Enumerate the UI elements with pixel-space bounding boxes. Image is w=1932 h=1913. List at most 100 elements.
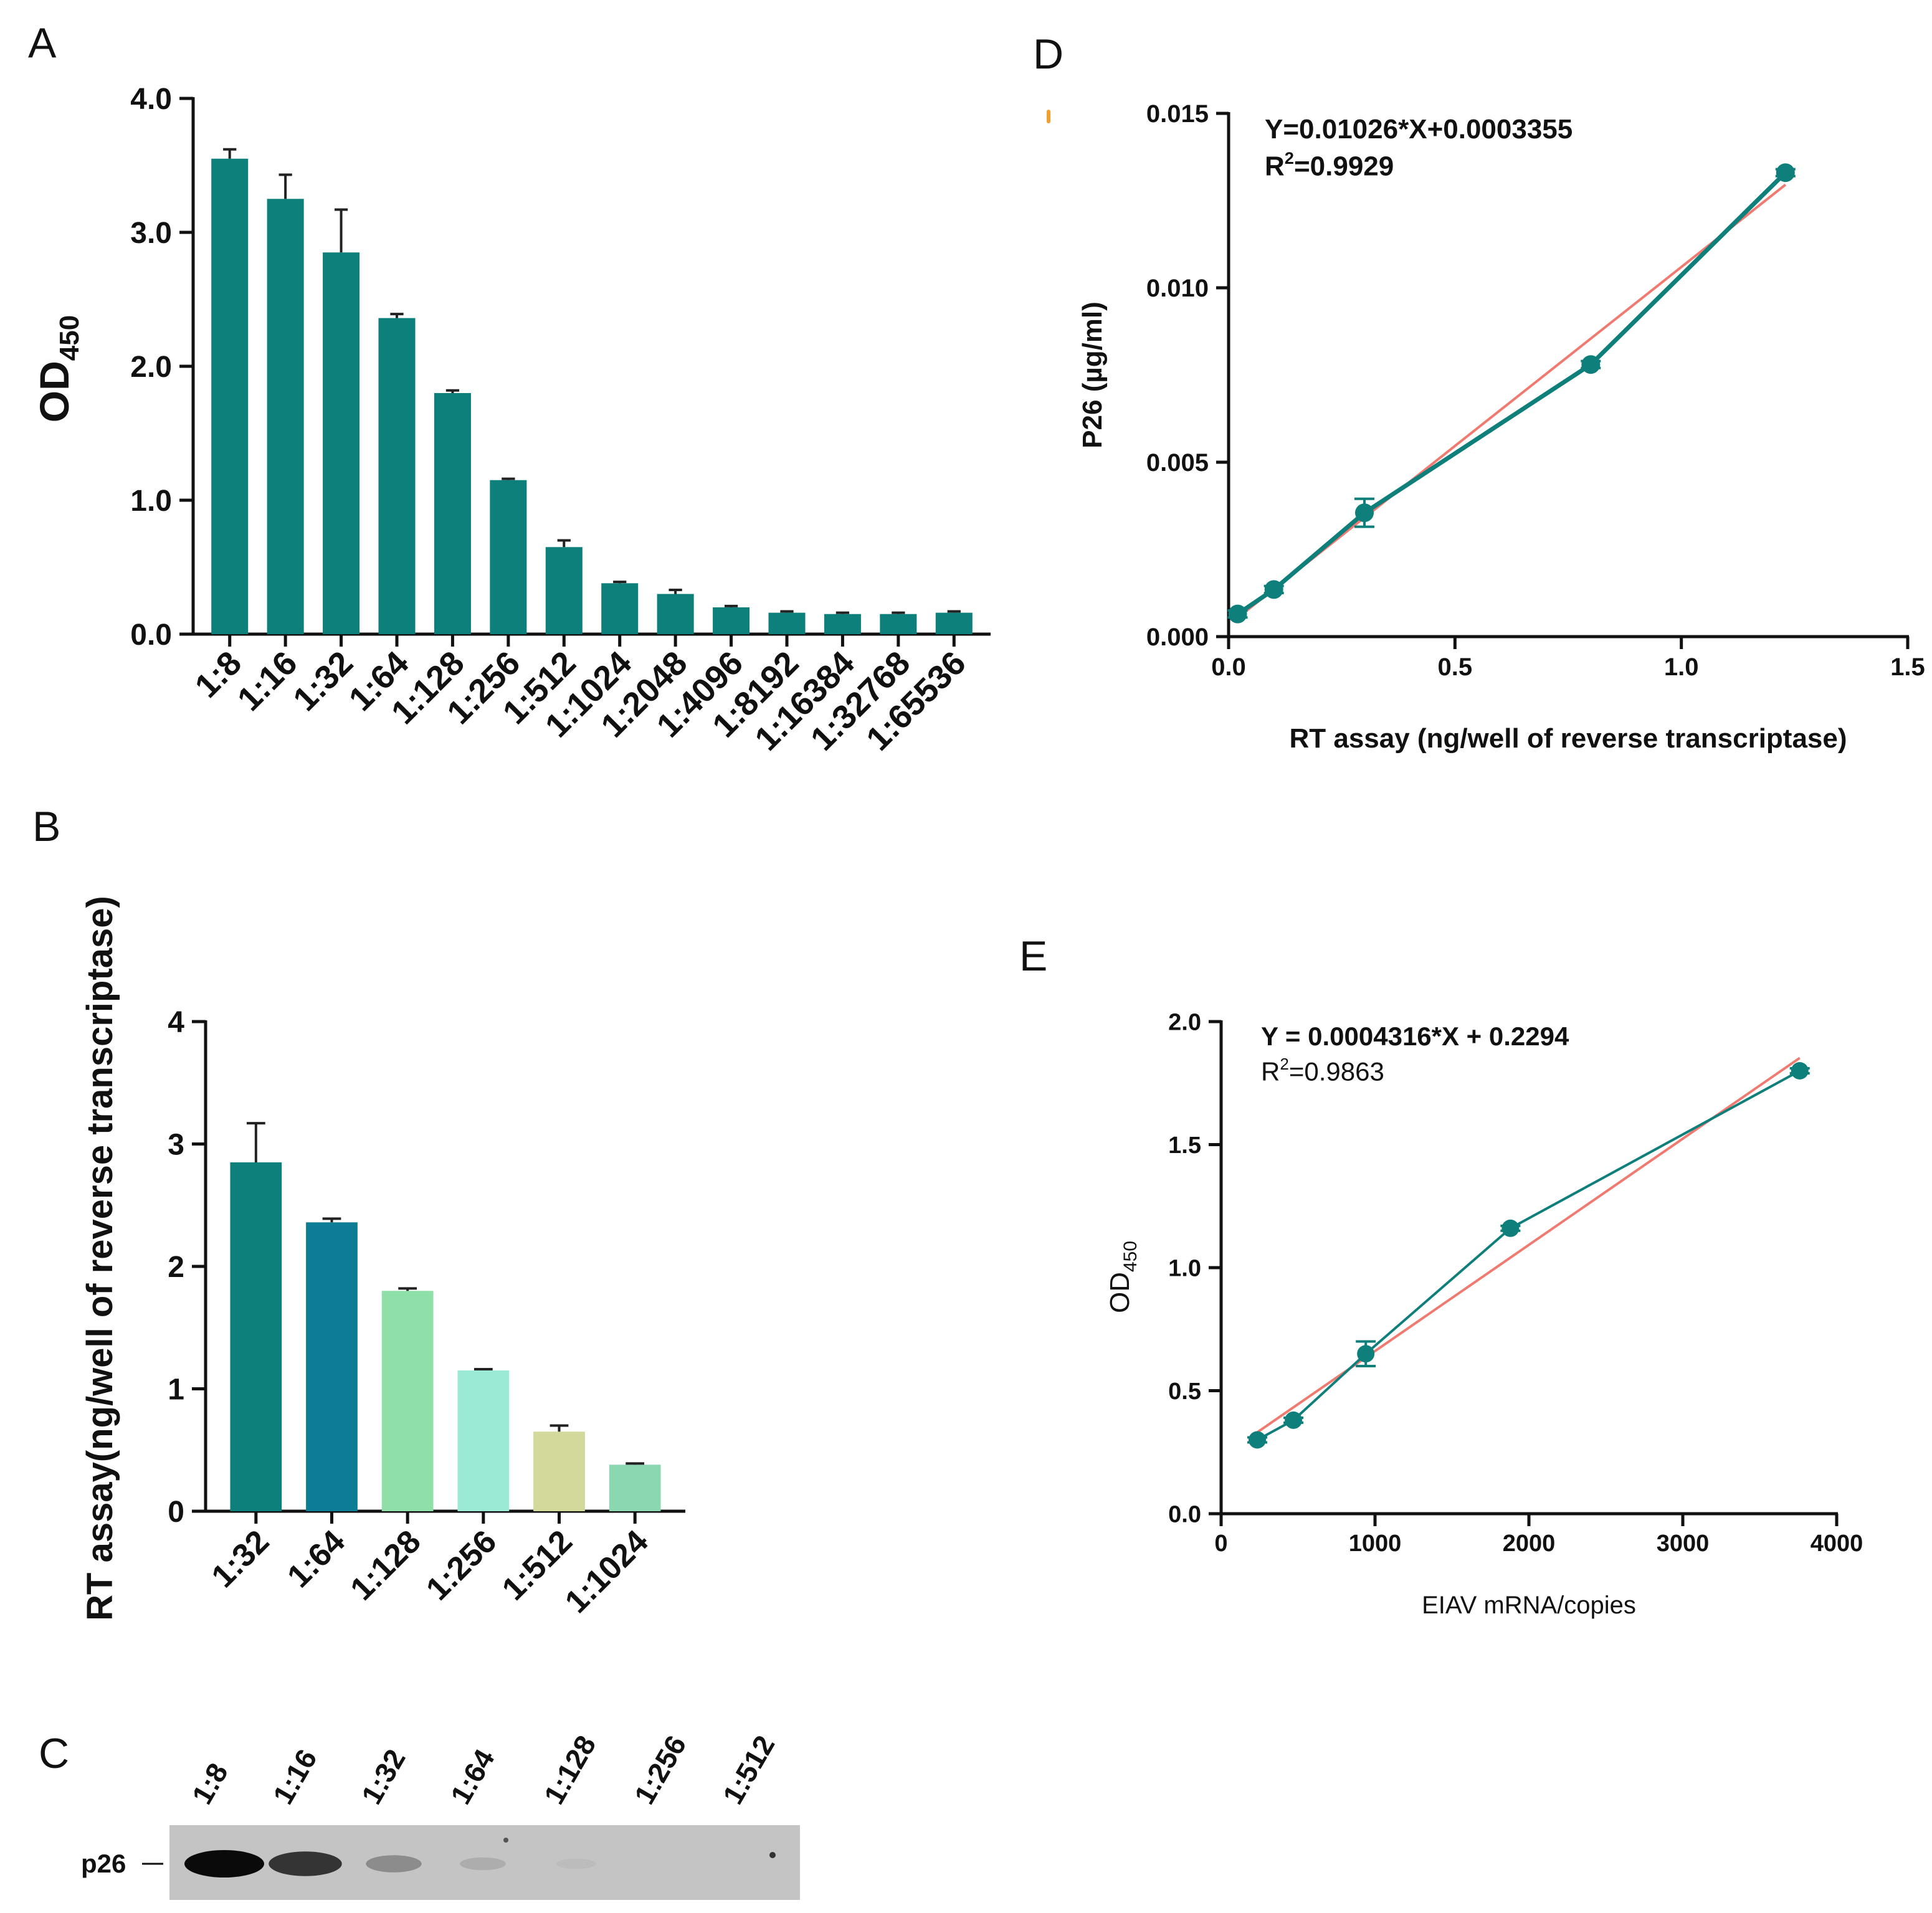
x-tick-label: 0.0 (1211, 653, 1246, 681)
x-tick-label: 0 (1214, 1531, 1227, 1557)
x-tick-label: 1.5 (1890, 653, 1925, 681)
panel-label-e: E (1019, 933, 1047, 980)
y-tick-label: 0.0 (1168, 1501, 1201, 1527)
lane-label: 1:128 (538, 1730, 602, 1810)
x-tick-label: 0.5 (1438, 653, 1473, 681)
y-tick-label: 4.0 (130, 83, 172, 116)
lane-label: 1:256 (628, 1730, 693, 1810)
bar (935, 612, 973, 634)
y-tick-label: 0 (168, 1496, 184, 1529)
y-axis-title: P26 (µg/ml) (1077, 301, 1108, 449)
series-line (1236, 171, 1787, 616)
y-axis-title-main: OD (1105, 1272, 1135, 1313)
chart-a: 0.01.02.03.04.01:81:161:321:641:1281:256… (31, 83, 991, 758)
y-axis-title-sub: 450 (54, 315, 85, 361)
x-tick-label: 1:32 (205, 1523, 277, 1595)
panel-label-d: D (1033, 31, 1064, 78)
blot-band (184, 1850, 264, 1877)
x-axis-title: EIAV mRNA/copies (1422, 1592, 1636, 1619)
panel-label-a: A (28, 19, 57, 67)
data-point (1581, 355, 1601, 374)
y-tick-label: 0.000 (1146, 624, 1209, 651)
y-axis-title: OD450 (1105, 1241, 1141, 1313)
bar (457, 1370, 510, 1511)
bar (490, 480, 527, 634)
y-tick-label: 1.5 (1168, 1132, 1201, 1159)
bar (824, 614, 861, 634)
y-tick-label: 3.0 (130, 217, 172, 250)
x-tick-label: 1:1024 (558, 1523, 655, 1620)
series-line (1257, 1070, 1801, 1441)
data-point (1791, 1062, 1809, 1080)
bar (657, 594, 694, 634)
x-tick-label: 3000 (1657, 1531, 1710, 1557)
bar (768, 612, 806, 634)
band-label: p26 (81, 1849, 126, 1878)
y-tick-label: 0.015 (1146, 100, 1209, 128)
panel-label-b: B (32, 803, 60, 850)
y-tick-label: 2.0 (1168, 1009, 1201, 1035)
lane-label: 1:32 (355, 1744, 412, 1810)
bar (230, 1162, 282, 1511)
r-squared-value: =0.9863 (1289, 1057, 1384, 1086)
data-point (1776, 163, 1795, 183)
r-squared-sup: 2 (1285, 148, 1294, 168)
r-squared-value: =0.9929 (1294, 151, 1394, 181)
bar (323, 252, 360, 634)
x-tick-label: 1:32 (286, 644, 360, 718)
lane-label: 1:512 (716, 1730, 781, 1810)
y-tick-label: 1.0 (1168, 1255, 1201, 1281)
bar (434, 393, 471, 634)
panel-label-c: C (39, 1730, 69, 1777)
data-point (1228, 604, 1247, 624)
y-tick-label: 2.0 (130, 351, 172, 384)
data-point (1249, 1431, 1267, 1449)
bar (601, 583, 639, 634)
bar (381, 1291, 434, 1511)
x-tick-label: 1:64 (280, 1523, 352, 1595)
x-tick-label: 1:128 (344, 1523, 428, 1607)
x-tick-label: 1.0 (1664, 653, 1699, 681)
chart-d: 0.000 0.005 0.010 0.015 0.0 0.5 1.0 1.5 Y=0.0102… (1077, 100, 1925, 754)
x-tick-label: 1000 (1349, 1531, 1402, 1557)
y-axis-title-main: OD (31, 361, 77, 422)
bar (880, 614, 917, 634)
bar (713, 607, 750, 634)
blot-speck (769, 1852, 776, 1858)
lane-label: 1:64 (444, 1744, 501, 1810)
data-point (1357, 1345, 1375, 1363)
bar (211, 158, 249, 634)
equation-label: Y=0.01026*X+0.0003355 (1265, 114, 1573, 145)
y-tick-label: 3 (168, 1128, 184, 1161)
x-tick-label: 2000 (1503, 1531, 1556, 1557)
y-tick-label: 4 (168, 1006, 184, 1039)
lane-label: 1:16 (267, 1744, 323, 1810)
equation-label: Y = 0.0004316*X + 0.2294 (1261, 1022, 1569, 1051)
bar (609, 1464, 661, 1511)
x-tick-label: 1:16 (231, 644, 305, 718)
data-point (1355, 503, 1374, 523)
y-tick-label: 0.010 (1146, 275, 1209, 302)
r-squared-r: R (1265, 151, 1285, 181)
bar (267, 199, 304, 634)
y-tick-label: 0.0 (130, 619, 172, 652)
blot-c: 1:8 1:16 1:32 1:64 1:128 1:256 1:512 p26 (81, 1730, 800, 1900)
data-point (1285, 1411, 1303, 1429)
bar (378, 318, 416, 634)
r-squared-r: R (1261, 1057, 1280, 1086)
bar (306, 1222, 358, 1511)
bar (545, 547, 583, 634)
y-tick-label: 1.0 (130, 485, 172, 518)
blot-band (269, 1851, 342, 1876)
y-tick-label: 1 (168, 1373, 184, 1406)
y-tick-label: 0.5 (1168, 1379, 1201, 1405)
x-axis-title: RT assay (ng/well of reverse transcripta… (1289, 723, 1847, 754)
data-point (1264, 580, 1283, 599)
r-squared-label: R2=0.9929 (1265, 148, 1394, 181)
y-axis-title: OD450 (31, 315, 85, 422)
r-squared-label: R2=0.9863 (1261, 1055, 1384, 1086)
blot-band (556, 1858, 596, 1869)
data-point (1501, 1219, 1520, 1237)
blot-speck (503, 1838, 508, 1843)
